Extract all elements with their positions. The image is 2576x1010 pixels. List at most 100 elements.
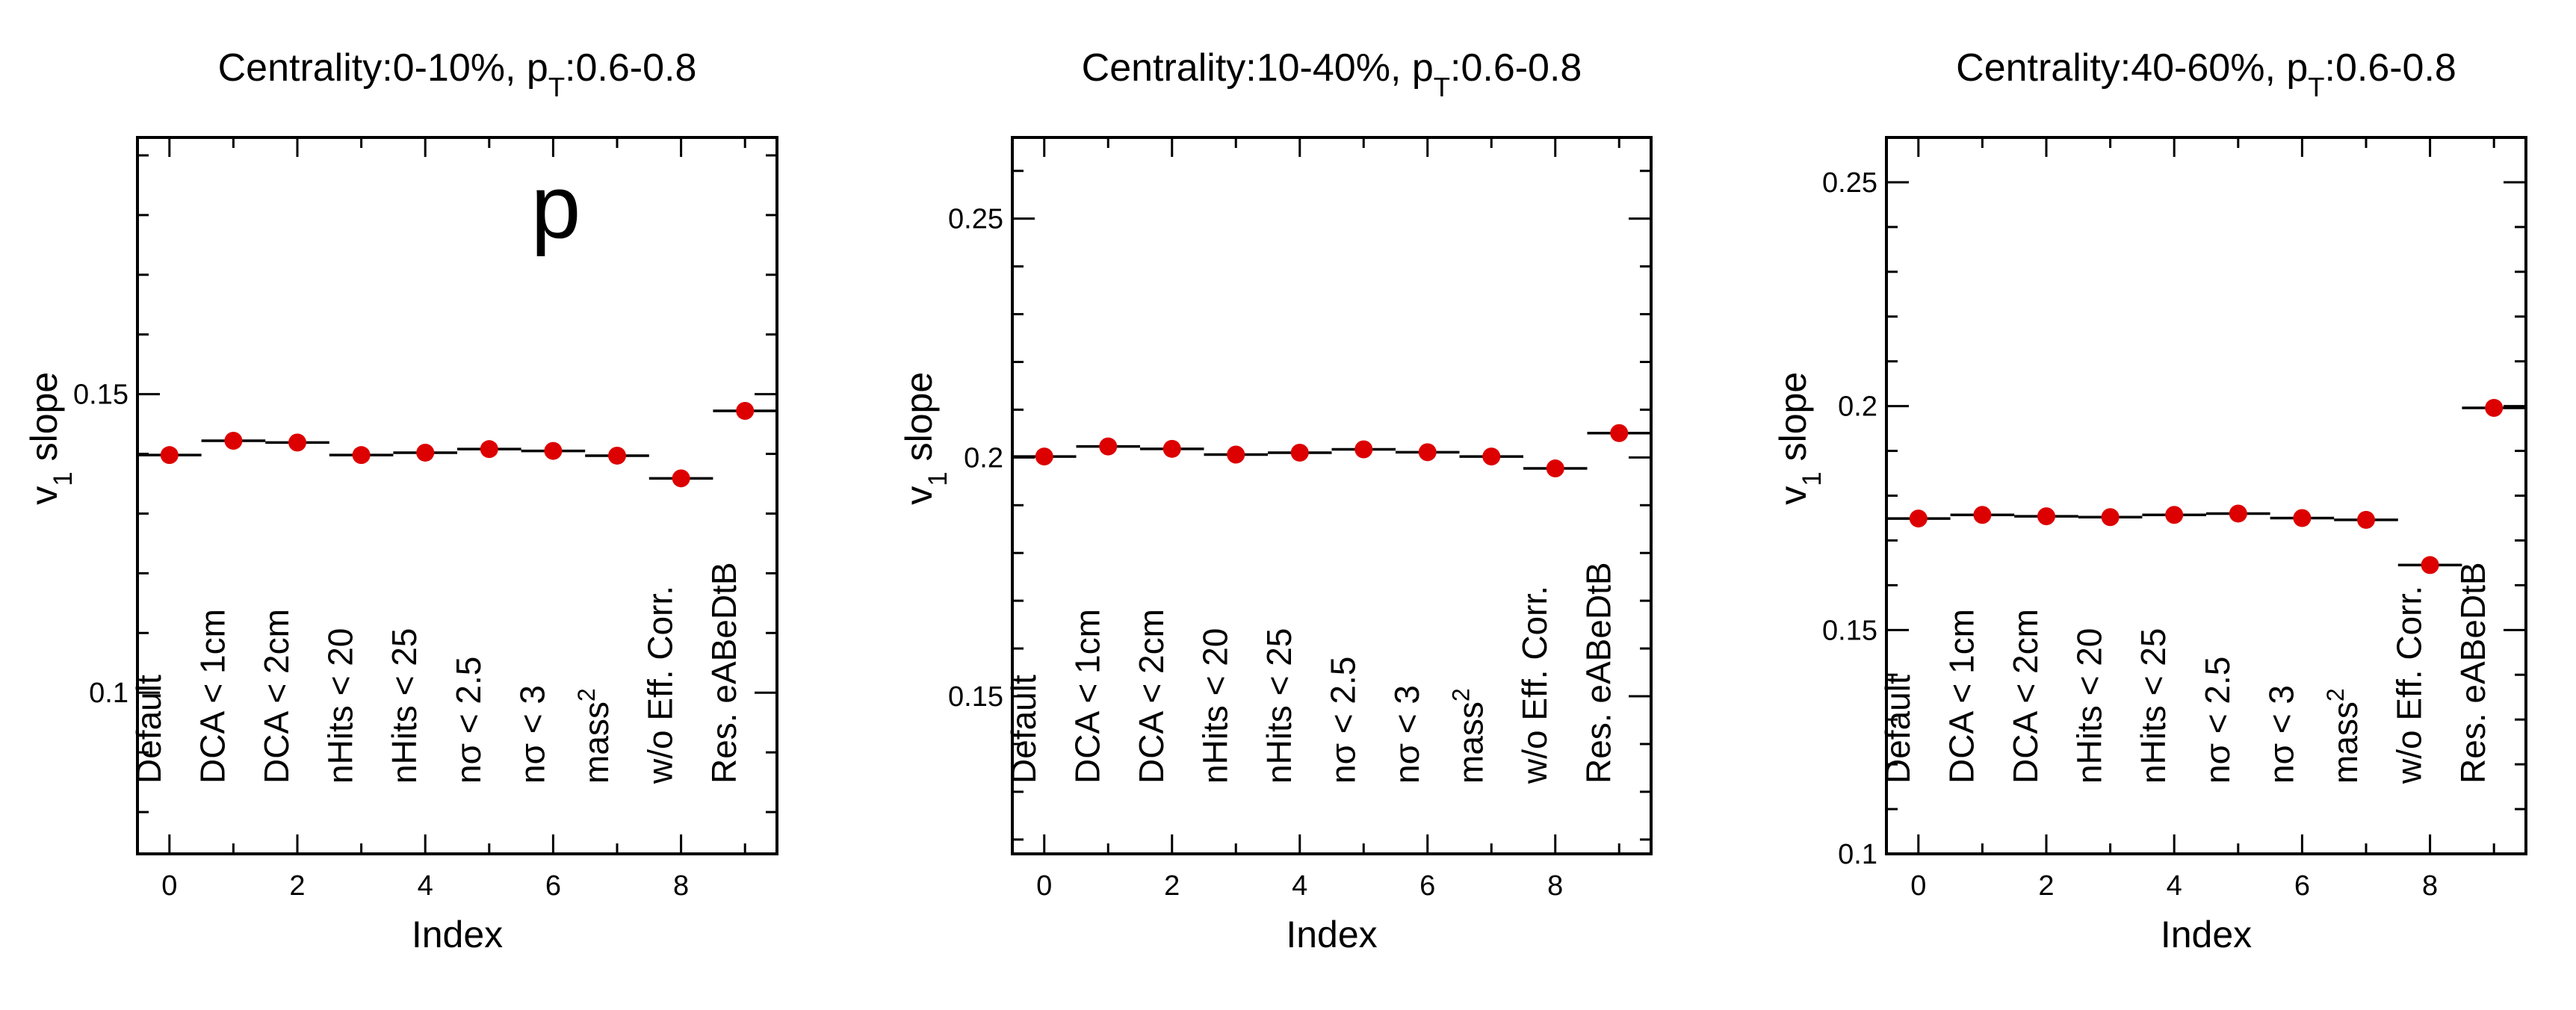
y-tick-label: 0.25 (948, 204, 1003, 235)
x-tick-label: 8 (2422, 870, 2438, 902)
data-point (2293, 509, 2312, 527)
category-label: DCA < 1cm (193, 609, 232, 784)
data-point (1099, 437, 1118, 456)
data-point (2165, 506, 2184, 524)
panel-3: Centrality:40-60%, pT:0.6-0.8 0 2 4 6 8 0.1 0.1… (1772, 46, 2527, 955)
panel-2: Centrality:10-40%, pT:0.6-0.8 0 2 4 6 8 0.15 0.… (898, 46, 1653, 955)
category-label: Res. eABeDtB (2453, 562, 2492, 784)
category-label: nHits < 25 (385, 628, 424, 784)
category-label: nσ < 2.5 (1323, 657, 1362, 784)
data-point (1290, 443, 1309, 462)
data-point (2229, 504, 2247, 523)
category-label: w/o Eff. Corr. (1515, 586, 1554, 784)
category-label: Default (1878, 675, 1917, 784)
category-label: Default (129, 675, 168, 784)
y-tick-label: 0.2 (964, 442, 1003, 474)
category-label: mass2 (573, 688, 616, 784)
x-axis-label: Index (412, 914, 503, 955)
category-label: DCA < 1cm (1068, 609, 1106, 784)
y-tick-label: 0.1 (1838, 839, 1877, 870)
y-axis-label: v1 slope (1772, 372, 1827, 505)
category-label: w/o Eff. Corr. (2390, 586, 2429, 784)
category-label: nσ < 3 (1387, 685, 1426, 784)
category-label: nσ < 2.5 (449, 657, 488, 784)
x-tick-label: 6 (2294, 870, 2310, 902)
category-label: w/o Eff. Corr. (641, 586, 680, 784)
data-point (2357, 510, 2375, 529)
category-label: nσ < 3 (2261, 685, 2300, 784)
x-tick-label: 4 (418, 870, 433, 902)
category-label: mass2 (1447, 688, 1490, 784)
x-tick-label: 2 (289, 870, 305, 902)
category-label: nHits < 25 (1260, 628, 1298, 784)
data-point (672, 469, 690, 488)
x-tick-label: 4 (1292, 870, 1307, 902)
category-label: nHits < 25 (2134, 628, 2173, 784)
category-label: Default (1004, 675, 1043, 784)
category-label: nσ < 2.5 (2198, 657, 2237, 784)
category-label: nHits < 20 (321, 628, 360, 784)
category-label: nHits < 20 (1195, 628, 1234, 784)
data-point (224, 431, 243, 450)
data-point (1973, 506, 1992, 524)
category-label: DCA < 2cm (1132, 609, 1171, 784)
category-label: Res. eABeDtB (1579, 562, 1617, 784)
y-axis-label: v1 slope (898, 372, 953, 505)
data-point (2485, 399, 2504, 418)
data-point (2421, 556, 2439, 574)
y-tick-label: 0.15 (1822, 615, 1877, 646)
x-axis-label: Index (1286, 914, 1377, 955)
data-point (2037, 507, 2055, 526)
plot-frame (136, 136, 778, 855)
panel-title: Centrality:40-60%, pT:0.6-0.8 (1956, 46, 2456, 102)
data-point (160, 446, 179, 465)
data-point (352, 446, 371, 465)
data-point (608, 446, 626, 465)
y-tick-label: 0.15 (73, 379, 129, 411)
y-tick-label: 0.1 (89, 678, 129, 709)
data-point (1482, 447, 1501, 466)
x-tick-label: 0 (1910, 870, 1926, 902)
category-label: mass2 (2322, 688, 2365, 784)
category-label: DCA < 1cm (1942, 609, 1981, 784)
y-tick-label: 0.25 (1822, 167, 1877, 199)
panel-1: Centrality:0-10%, pT:0.6-0.8 0 2 4 6 8 0.1 0.15… (23, 46, 778, 955)
category-label: DCA < 2cm (257, 609, 296, 784)
x-tick-label: 6 (1419, 870, 1435, 902)
data-point (1354, 440, 1373, 459)
data-point (1162, 439, 1181, 458)
x-axis-label: Index (2161, 914, 2252, 955)
y-axis-label: v1 slope (23, 372, 78, 505)
category-label: nσ < 3 (513, 685, 551, 784)
panel-title: Centrality:10-40%, pT:0.6-0.8 (1082, 46, 1582, 102)
x-tick-label: 0 (1036, 870, 1052, 902)
category-label: Res. eABeDtB (705, 562, 743, 784)
x-tick-label: 8 (673, 870, 689, 902)
data-point (1546, 459, 1564, 478)
x-tick-label: 2 (1164, 870, 1180, 902)
data-point (544, 442, 563, 460)
x-tick-label: 6 (545, 870, 561, 902)
category-label: nHits < 20 (2070, 628, 2109, 784)
data-point (736, 402, 755, 421)
x-tick-label: 8 (1547, 870, 1563, 902)
category-label: DCA < 2cm (2006, 609, 2045, 784)
data-point (1610, 424, 1629, 442)
plot-frame (1011, 136, 1653, 855)
x-tick-label: 4 (2167, 870, 2182, 902)
data-point (416, 443, 435, 462)
particle-label: p (531, 157, 581, 257)
x-tick-label: 0 (161, 870, 177, 902)
data-point (1909, 509, 1928, 528)
y-tick-label: 0.15 (948, 681, 1003, 713)
data-point (480, 440, 498, 459)
panel-title: Centrality:0-10%, pT:0.6-0.8 (218, 46, 697, 102)
data-point (1227, 445, 1245, 464)
data-point (1035, 447, 1053, 466)
data-point (288, 433, 306, 452)
y-tick-label: 0.2 (1838, 391, 1877, 423)
data-point (2101, 508, 2120, 527)
x-tick-label: 2 (2038, 870, 2054, 902)
data-point (1418, 443, 1437, 462)
